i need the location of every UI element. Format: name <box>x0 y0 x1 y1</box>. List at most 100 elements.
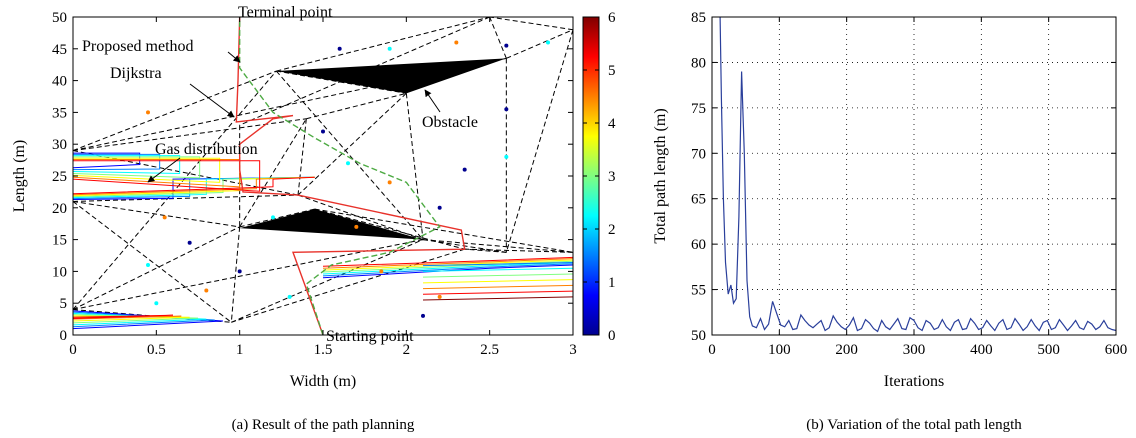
x-tick-label: 400 <box>970 342 993 358</box>
gas-contour <box>72 310 224 330</box>
network-edge <box>72 70 277 152</box>
path-lines <box>235 16 466 336</box>
panel-a-y-axis-label: Length (m) <box>11 140 28 212</box>
node-marker <box>346 161 350 166</box>
gas-contour <box>422 261 574 267</box>
x-tick-label: 600 <box>1105 342 1128 358</box>
y-tick-label: 0 <box>60 328 68 344</box>
annotation-terminal-point: Terminal point <box>238 4 333 21</box>
panel-a-x-axis-label: Width (m) <box>290 373 356 390</box>
network-edge <box>72 194 299 202</box>
node-marker <box>237 269 242 274</box>
y-tick-label: 50 <box>52 10 67 26</box>
node-marker <box>146 110 150 115</box>
panel-b-y-axis-label: Total path length (m) <box>652 108 669 243</box>
gas-contour <box>422 279 574 284</box>
x-tick-label: 0 <box>69 342 77 358</box>
network-edge <box>231 239 424 323</box>
node-marker <box>462 167 467 172</box>
gas-contour <box>322 258 574 269</box>
network-edge <box>489 16 574 31</box>
gas-contour <box>72 176 315 195</box>
network-edge <box>506 29 574 59</box>
gas-contour <box>72 152 141 169</box>
y-tick-label: 35 <box>52 105 67 121</box>
node-marker <box>187 240 192 245</box>
arrow-proposed-method <box>227 51 241 63</box>
node-marker <box>504 154 509 159</box>
annotation-gas-distribution: Gas distribution <box>155 141 258 158</box>
network-edge <box>314 208 574 253</box>
gas-contour <box>72 314 199 324</box>
y-tick-label: 85 <box>691 10 706 26</box>
network-edge <box>464 248 507 253</box>
gas-contour <box>72 156 201 179</box>
x-tick-label: 0 <box>708 342 716 358</box>
panel-a-network <box>72 16 574 323</box>
node-marker <box>337 46 342 51</box>
x-tick-label: 2.5 <box>480 342 499 358</box>
node-marker <box>504 43 509 48</box>
obstacle <box>239 209 423 240</box>
panel-a-x-ticks: 0 0.5 1 1.5 2 2.5 3 <box>69 17 577 358</box>
arrow-obstacle <box>424 89 441 113</box>
panel-b-y-ticks: 50 55 60 65 70 75 80 85 <box>691 10 1116 344</box>
node-marker <box>287 294 292 299</box>
network-edge <box>239 208 315 228</box>
gas-contour <box>72 155 181 174</box>
network-edge <box>72 201 232 323</box>
network-edge <box>489 16 507 59</box>
annotation-dijkstra: Dijkstra <box>110 65 162 82</box>
node-marker <box>204 288 209 293</box>
node-marker <box>387 46 392 51</box>
panel-a-caption: (a) Result of the path planning <box>232 417 415 433</box>
x-tick-label: 1.5 <box>314 342 333 358</box>
node-marker <box>387 180 392 185</box>
network-edge <box>276 16 490 72</box>
gas-contour <box>422 290 574 295</box>
total-path-length-series <box>719 16 1117 333</box>
panel-b-x-axis-label: Iterations <box>884 373 944 390</box>
x-tick-label: 300 <box>903 342 926 358</box>
y-tick-label: 10 <box>52 264 67 280</box>
dijkstra-path <box>238 17 441 336</box>
node-marker <box>454 40 459 45</box>
gas-contour <box>72 157 221 183</box>
x-tick-label: 100 <box>768 342 791 358</box>
network-edge <box>297 92 407 196</box>
gas-contour <box>72 160 261 192</box>
x-tick-label: 3 <box>569 342 577 358</box>
y-tick-label: 55 <box>691 283 706 299</box>
colorbar-tick-label: 2 <box>608 222 616 238</box>
node-markers <box>146 40 550 318</box>
network-edge <box>72 200 240 228</box>
node-marker <box>354 224 359 229</box>
obstacle-shapes <box>239 58 507 240</box>
y-tick-label: 30 <box>52 137 67 153</box>
gas-distribution-contours <box>72 152 574 330</box>
panel-b-x-ticks: 0 100 200 300 400 500 600 <box>708 17 1127 358</box>
colorbar-tick-label: 5 <box>608 63 616 79</box>
gas-contour <box>422 273 574 278</box>
colorbar-tick-label: 4 <box>608 116 616 132</box>
x-tick-label: 0.5 <box>147 342 166 358</box>
gas-contour <box>72 311 215 328</box>
colorbar-tick-label: 6 <box>608 10 616 26</box>
network-edge <box>405 93 424 240</box>
network-edge <box>230 226 241 323</box>
network-edge <box>276 70 407 94</box>
panel-b-caption: (b) Variation of the total path length <box>806 417 1022 433</box>
gas-contour <box>322 263 574 277</box>
node-marker <box>321 129 325 134</box>
colorbar-tick-label: 0 <box>608 328 616 344</box>
annotation-obstacle: Obstacle <box>422 114 478 131</box>
x-tick-label: 200 <box>835 342 858 358</box>
node-marker <box>437 205 442 210</box>
node-marker <box>379 269 384 274</box>
network-edge <box>231 248 465 323</box>
y-tick-label: 40 <box>52 74 67 90</box>
network-edge <box>72 226 240 311</box>
y-tick-label: 20 <box>52 201 67 217</box>
